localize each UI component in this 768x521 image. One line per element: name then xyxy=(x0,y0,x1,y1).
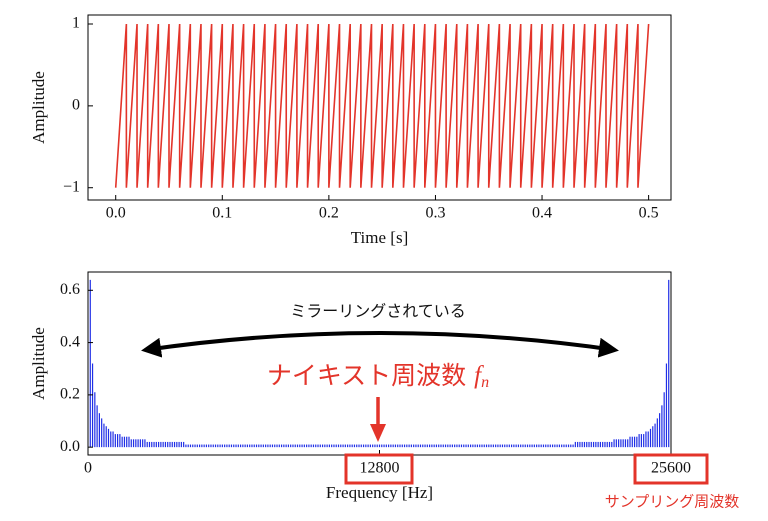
highlight-box xyxy=(633,453,709,485)
y-tick-label: 1 xyxy=(72,15,80,32)
x-tick-label: 25600 xyxy=(651,460,691,477)
y-tick-label: 0 xyxy=(72,97,80,114)
nyquist-subscript: n xyxy=(481,374,489,391)
x-tick-label: 12800 xyxy=(360,460,400,477)
x-tick-label: 0.2 xyxy=(319,205,339,222)
nyquist-symbol: f xyxy=(474,362,484,389)
mirroring-label: ミラーリングされている xyxy=(290,302,466,321)
y-tick-label: −1 xyxy=(63,178,80,195)
highlight-box xyxy=(344,453,414,485)
x-axis-label: Time [s] xyxy=(351,228,408,247)
x-tick-label: 0.3 xyxy=(425,205,445,222)
axes-frame xyxy=(87,14,672,201)
x-tick-label: 0.5 xyxy=(639,205,659,222)
sampling-label: サンプリング周波数 xyxy=(605,493,740,511)
line-series xyxy=(114,23,650,188)
mirror-arrow xyxy=(141,331,619,358)
plots: 0.0 0.1 0.2 0.3 0.4 0.5 −1 0 1 Time [s] Amplitude 0… xyxy=(29,14,691,502)
x-axis-label: Frequency [Hz] xyxy=(326,483,433,502)
y-axis-label: Amplitude xyxy=(29,327,48,400)
x-tick-label: 0.4 xyxy=(532,205,552,222)
x-tick-label: 0 xyxy=(84,460,92,477)
y-tick-label: 0.4 xyxy=(60,333,80,350)
y-tick-label: 0.2 xyxy=(60,386,80,403)
x-tick-label: 0.1 xyxy=(212,205,232,222)
x-tick-label: 0.0 xyxy=(106,205,126,222)
y-tick-label: 0.6 xyxy=(60,281,80,298)
y-tick-label: 0.0 xyxy=(60,438,80,455)
nyquist-text: ナイキスト周波数 xyxy=(267,361,466,390)
nyquist-arrow-head xyxy=(370,424,386,442)
nyquist-label: ナイキスト周波数 fn xyxy=(267,361,489,391)
y-axis-label: Amplitude xyxy=(29,71,48,144)
